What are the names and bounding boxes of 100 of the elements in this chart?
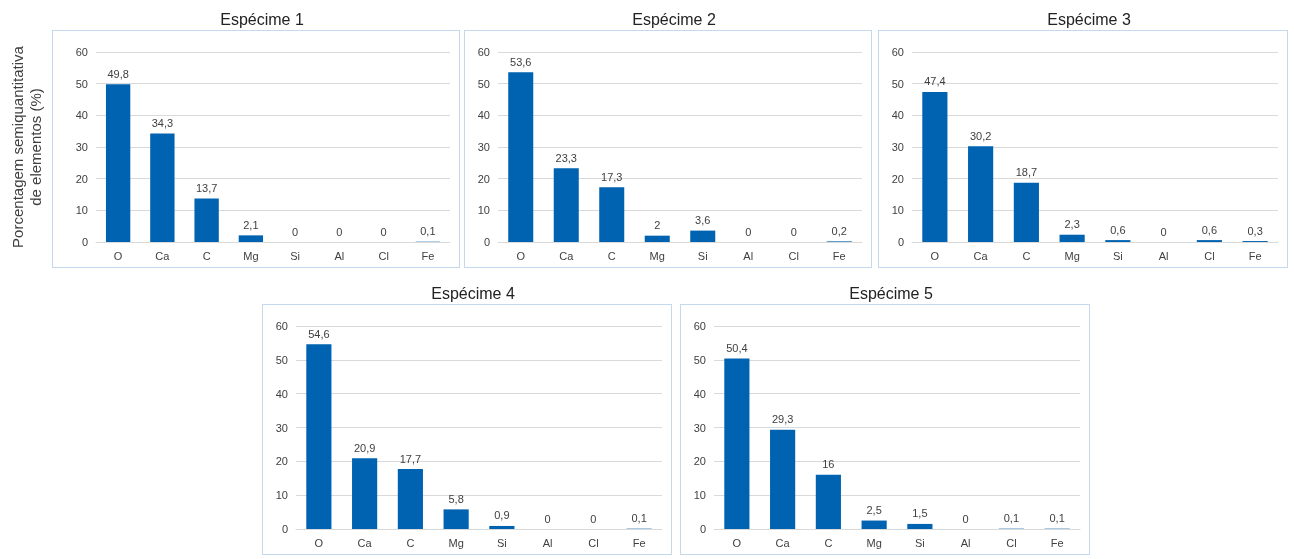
data-label: 0,1 [420,225,436,238]
y-tick-label: 30 [75,141,88,153]
y-tick-label: 60 [75,46,88,58]
x-tick-label: Mg [866,536,882,549]
x-tick-label: Cl [1204,249,1215,262]
data-label: 29,3 [771,413,794,426]
bar [907,523,933,529]
x-tick-label: Cl [1006,536,1017,549]
x-tick-label: O [113,249,123,262]
y-tick-label: 10 [693,489,706,502]
data-label: 13,7 [195,182,218,195]
x-tick-label: C [824,536,833,549]
data-label: 20,9 [353,441,376,454]
x-tick-label: Fe [632,536,646,549]
bar [352,458,378,529]
y-tick-label: 30 [477,141,490,153]
x-tick-label: Fe [1050,536,1064,549]
x-tick-label: Mg [448,536,464,549]
data-label: 0 [962,512,969,525]
data-label: 1,5 [912,507,928,520]
data-label: 47,4 [924,75,946,88]
y-tick-label: 60 [477,46,490,58]
data-label: 0 [544,512,551,525]
data-label: 23,3 [555,151,577,164]
data-label: 0 [292,225,299,238]
data-label: 0 [790,225,797,238]
data-label: 0,1 [631,512,647,525]
bar [770,429,796,529]
x-tick-label: O [732,536,742,549]
x-tick-label: O [930,249,940,262]
y-axis-title: Porcentagem semiquantitativa de elementos (%) [8,45,44,248]
chart-title: Espécime 4 [431,284,515,302]
data-label: 2,1 [243,218,259,231]
data-label: 0,1 [1049,512,1065,525]
y-tick-label: 20 [275,455,288,468]
chart-title: Espécime 5 [849,284,933,302]
data-label: 3,6 [695,214,711,227]
x-tick-label: Mg [243,249,259,262]
data-label: 2,3 [1064,218,1080,231]
data-label: 0,3 [1247,224,1263,237]
bar [238,235,264,242]
bar [508,72,534,242]
bar [1013,182,1039,242]
y-tick-label: 0 [281,523,288,535]
data-label: 18,7 [1015,166,1038,179]
x-tick-label: O [516,249,526,262]
y-tick-label: 50 [477,77,490,90]
y-tick-label: 30 [693,421,706,434]
x-tick-label: Cl [378,249,389,262]
bar [690,230,716,242]
chart-title: Espécime 1 [220,10,304,28]
bar [968,146,994,242]
y-tick-label: 50 [75,77,88,90]
y-tick-label: 30 [275,421,288,434]
y-tick-label: 0 [699,523,706,535]
y-tick-label: 10 [275,489,288,502]
bar [443,509,469,529]
y-tick-label: 50 [891,77,904,90]
x-tick-label: Si [290,249,301,262]
bar [397,469,423,529]
x-tick-label: Al [334,249,345,262]
x-tick-label: Ca [559,249,575,262]
y-tick-label: 50 [275,353,288,366]
x-tick-label: Si [914,536,925,549]
y-tick-label: 0 [81,236,88,248]
data-label: 0 [745,225,752,238]
x-tick-label: Si [697,249,708,262]
x-tick-label: Fe [421,249,435,262]
y-tick-label: 40 [891,109,904,122]
data-label: 30,2 [969,129,992,142]
data-label: 17,7 [399,452,422,465]
data-label: 54,6 [308,327,330,340]
y-tick-label: 40 [75,109,88,122]
y-tick-label: 60 [891,46,904,58]
y-tick-label: 0 [897,236,904,248]
bar [194,198,219,242]
y-tick-label: 40 [275,387,288,400]
data-label: 16 [822,458,835,471]
data-label: 2 [654,219,661,232]
y-tick-label: 60 [693,320,706,332]
x-tick-label: Ca [357,536,373,549]
chart-title: Espécime 2 [632,10,716,28]
data-label: 0,1 [1003,512,1020,525]
y-tick-label: 20 [477,172,490,185]
y-tick-label: 40 [693,387,706,400]
x-tick-label: Mg [649,249,665,262]
bar [599,187,625,242]
data-label: 0 [336,225,343,238]
bar [861,520,887,529]
y-tick-label: 50 [693,353,706,366]
x-tick-label: Ca [155,249,171,262]
x-tick-label: Al [1158,249,1169,262]
data-label: 0 [1160,225,1167,238]
x-tick-label: C [202,249,211,262]
data-label: 0,6 [1110,223,1126,236]
x-tick-label: Si [496,536,507,549]
x-tick-label: Al [542,536,553,549]
data-label: 17,3 [601,170,623,183]
x-tick-label: Mg [1064,249,1080,262]
x-tick-label: Fe [832,249,846,262]
